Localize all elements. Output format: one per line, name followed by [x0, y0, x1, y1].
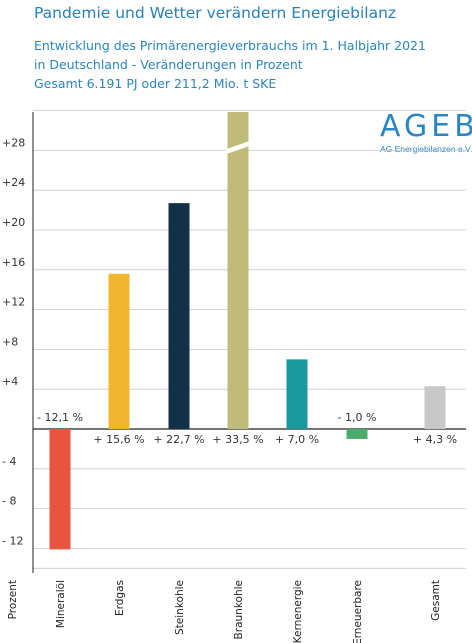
x-category-label: Gesamt: [430, 580, 442, 621]
y-tick-label: +12: [2, 296, 25, 309]
y-tick-label: +4: [2, 375, 18, 388]
y-tick-label: +28: [2, 136, 25, 149]
bar: [49, 429, 71, 550]
chart-title: Pandemie und Wetter verändern Energiebil…: [34, 4, 397, 22]
bar: [346, 429, 368, 439]
y-axis-unit-label: Prozent: [7, 580, 19, 619]
bar: [108, 273, 130, 429]
chart-subtitle-line-2: in Deutschland - Veränderungen in Prozen…: [34, 57, 303, 72]
bar: [286, 359, 308, 429]
value-label: + 7,0 %: [275, 433, 319, 446]
x-category-label: Erneuerbare: [352, 580, 364, 643]
y-tick-label: +24: [2, 176, 25, 189]
bar: [424, 386, 446, 429]
value-label: - 1,0 %: [338, 411, 377, 424]
axis-break-mark: [226, 141, 250, 154]
x-category-label: Braunkohle: [233, 580, 245, 639]
value-label: + 4,3 %: [413, 433, 457, 446]
bar: [168, 203, 190, 429]
x-category-label: Erdgas: [114, 580, 126, 616]
chart-subtitle-line-3: Gesamt 6.191 PJ oder 211,2 Mio. t SKE: [34, 76, 277, 91]
value-label: + 33,5 %: [212, 433, 263, 446]
x-category-label: Steinkohle: [174, 580, 186, 635]
value-label: - 12,1 %: [37, 411, 83, 424]
bar: [227, 112, 249, 429]
y-tick-label: - 12: [2, 534, 23, 547]
ageb-logo: AGEB AG Energiebilanzen e.V.: [380, 109, 472, 155]
logo-wordmark: AGEB: [380, 109, 472, 144]
chart-subtitle-line-1: Entwicklung des Primärenergieverbrauchs …: [34, 38, 426, 53]
y-tick-label: - 8: [2, 495, 16, 508]
value-label: + 22,7 %: [153, 433, 204, 446]
value-label: + 15,6 %: [93, 433, 144, 446]
x-category-label: Mineralöl: [55, 580, 67, 628]
y-tick-label: +20: [2, 216, 25, 229]
x-category-label: Kernenergie: [292, 580, 304, 643]
logo-subtitle: AG Energiebilanzen e.V.: [380, 144, 472, 154]
y-tick-label: +16: [2, 256, 25, 269]
y-tick-label: - 4: [2, 455, 16, 468]
y-tick-label: +8: [2, 335, 18, 348]
